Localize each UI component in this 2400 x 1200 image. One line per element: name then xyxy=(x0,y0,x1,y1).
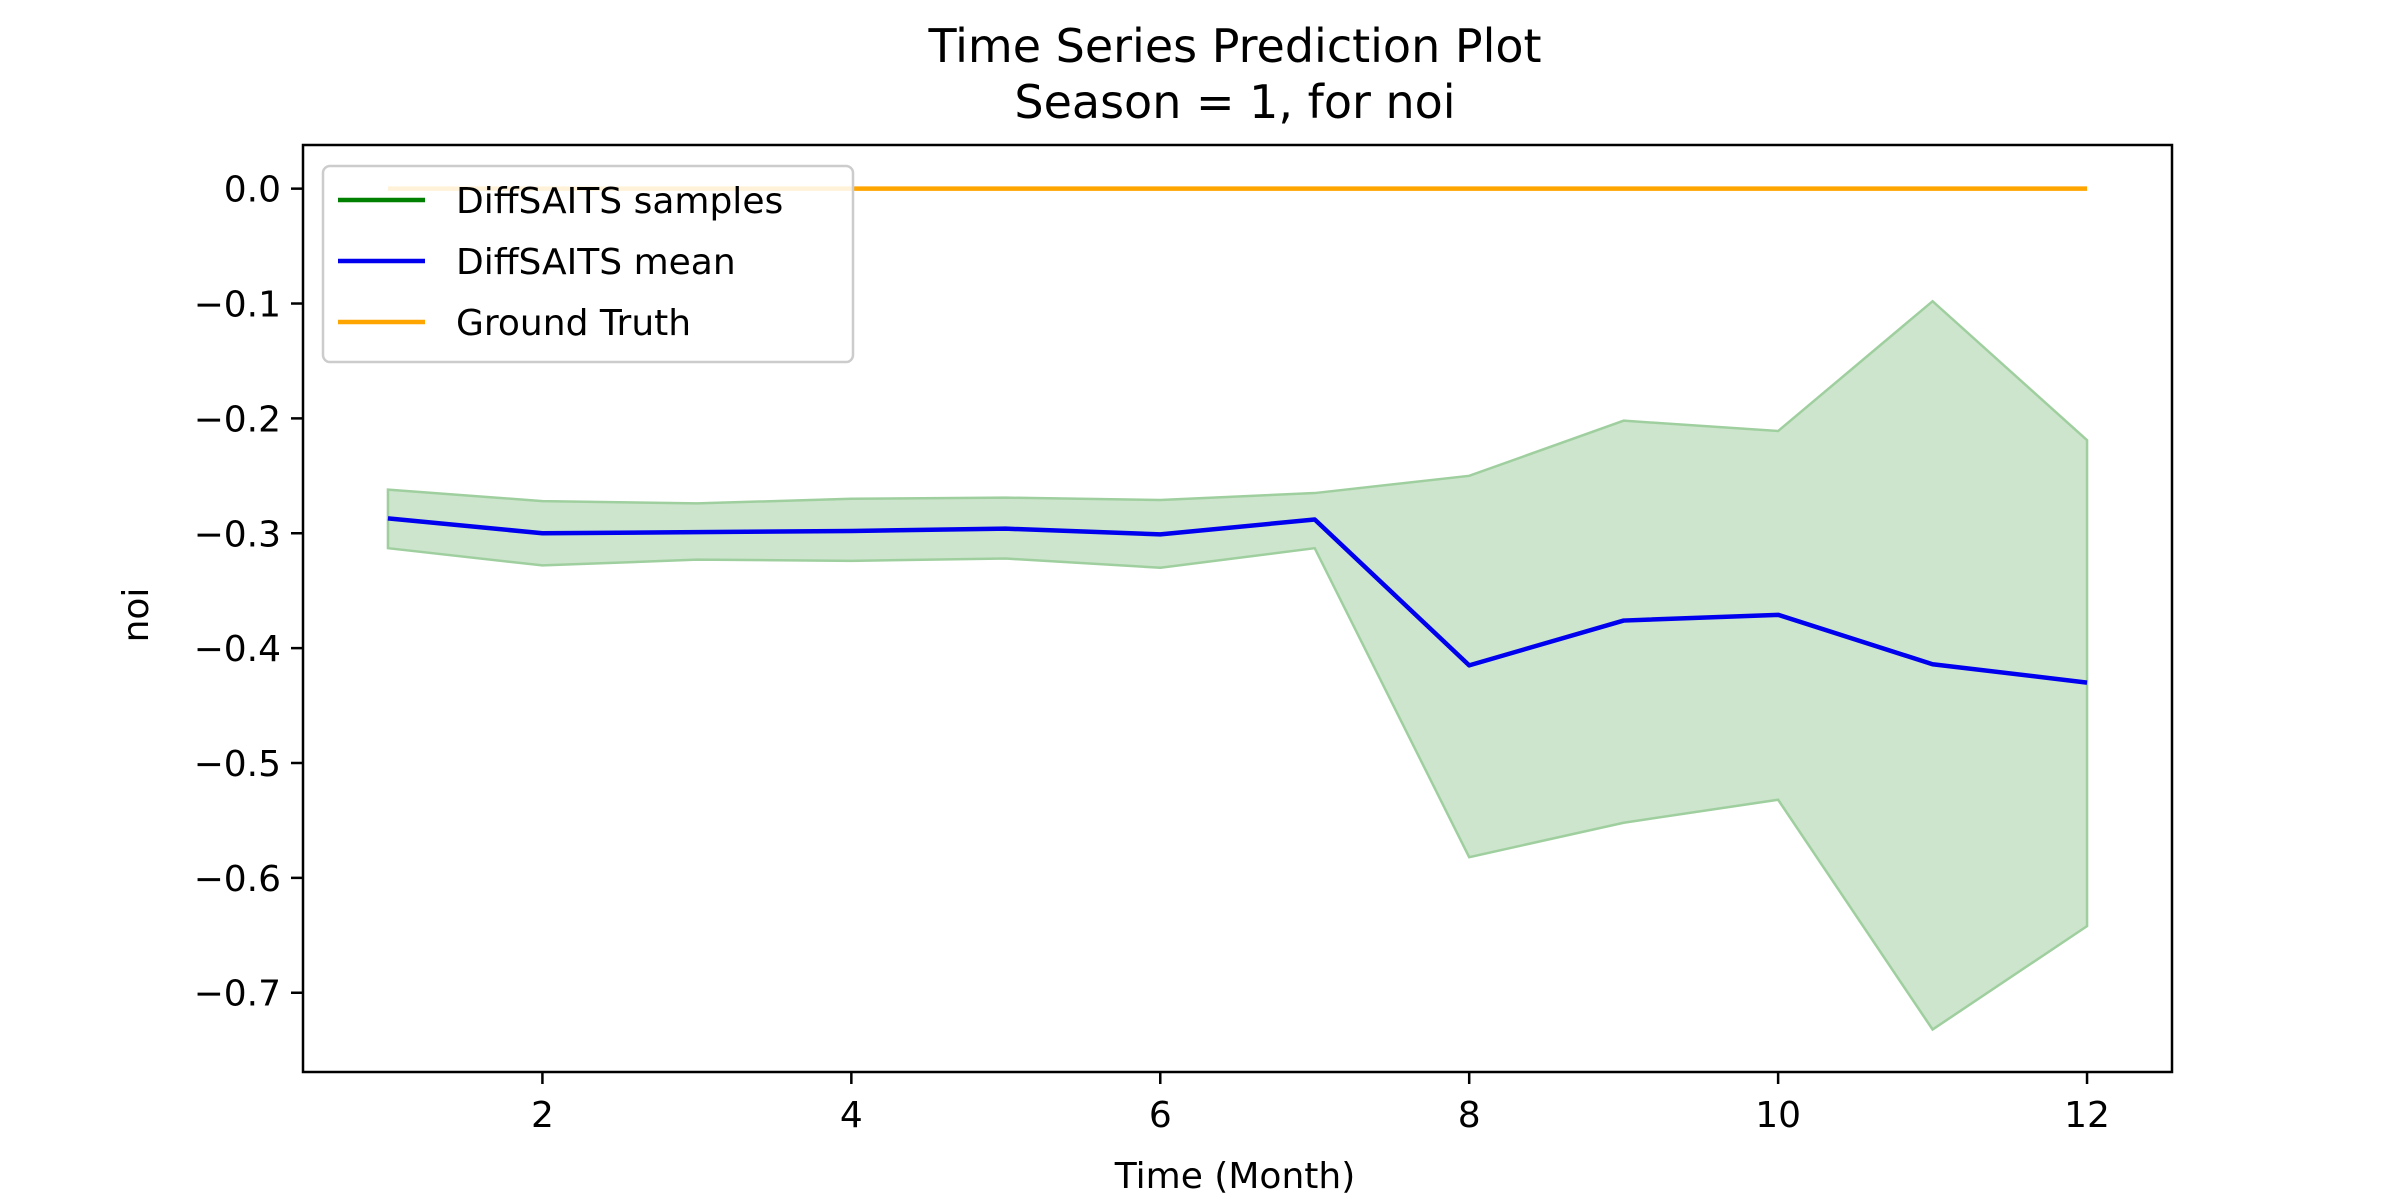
y-tick-label: −0.7 xyxy=(194,974,281,1015)
x-tick-label: 6 xyxy=(1149,1095,1172,1136)
y-tick-label: −0.1 xyxy=(194,285,281,326)
series-line-diffsaits-mean xyxy=(387,516,2088,685)
y-tick-label: 0.0 xyxy=(224,170,281,211)
legend-label-diffsaits-mean: DiffSAITS mean xyxy=(456,242,736,283)
y-tick-label: −0.5 xyxy=(194,744,281,785)
legend: DiffSAITS samples DiffSAITS mean Ground Tr… xyxy=(321,164,855,364)
y-tick-label: −0.6 xyxy=(194,859,281,900)
x-tick-label: 10 xyxy=(1755,1095,1801,1136)
x-tick-label: 2 xyxy=(531,1095,554,1136)
chart-subtitle: Season = 1, for noi xyxy=(1014,75,1455,129)
x-tick-label: 4 xyxy=(840,1095,863,1136)
plot-frame xyxy=(301,143,2174,1074)
x-tick-label: 8 xyxy=(1458,1095,1481,1136)
axis-ticks: 2 4 6 8 10 12 0.0 −0.1 −0.2 −0.3 −0.4 −0.5 −0.6 −0.7 xyxy=(194,170,2110,1136)
legend-box xyxy=(321,164,855,364)
x-axis-label: Time (Month) xyxy=(1114,1156,1355,1197)
y-tick-label: −0.2 xyxy=(194,399,281,440)
uncertainty-band xyxy=(386,299,2089,1032)
y-tick-label: −0.3 xyxy=(194,514,281,555)
legend-label-diffsaits-samples: DiffSAITS samples xyxy=(456,181,783,222)
x-tick-label: 12 xyxy=(2064,1095,2110,1136)
y-axis-label: noi xyxy=(116,588,157,643)
chart-title: Time Series Prediction Plot xyxy=(927,19,1541,73)
y-tick-label: −0.4 xyxy=(194,629,281,670)
legend-label-ground-truth: Ground Truth xyxy=(456,303,691,344)
